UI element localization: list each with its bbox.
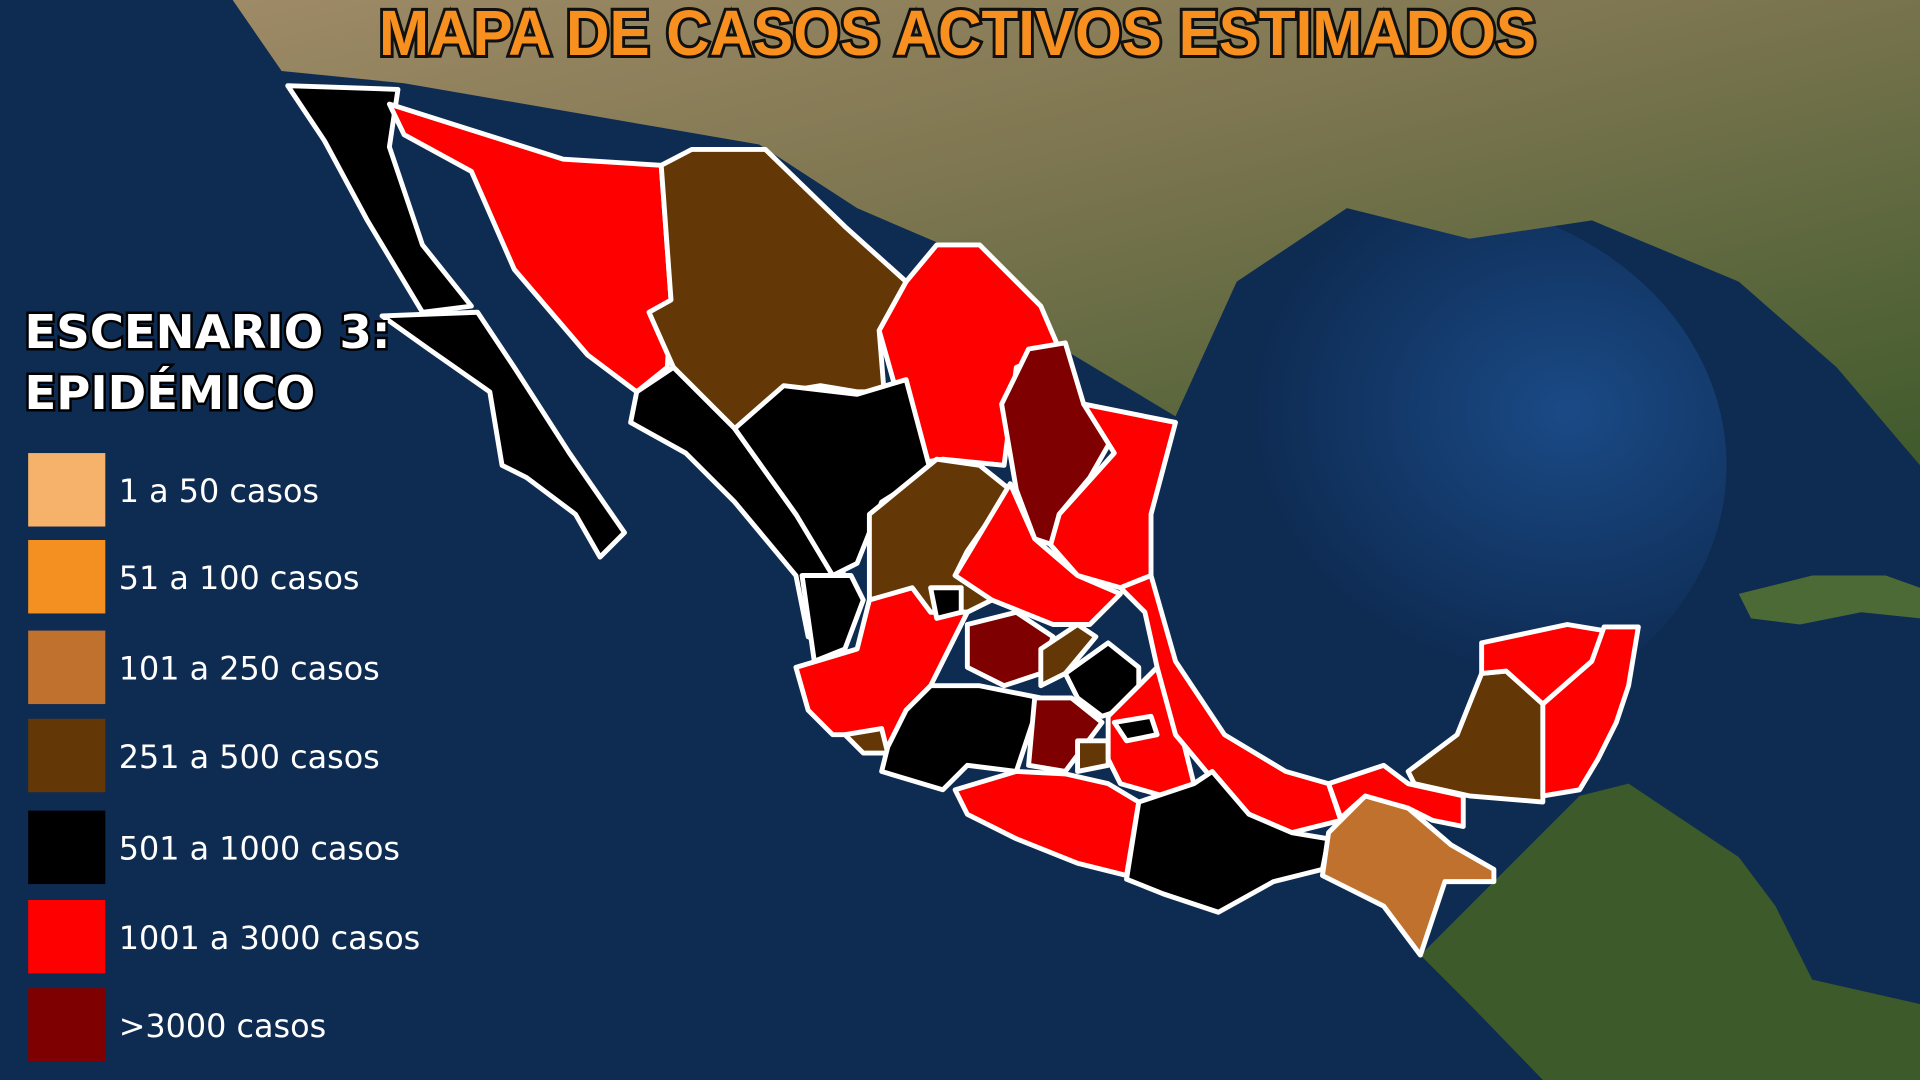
legend-swatch bbox=[28, 540, 106, 614]
state-ciudad-de-mexico bbox=[1075, 738, 1111, 774]
state-aguascalientes bbox=[928, 585, 964, 621]
legend-swatch bbox=[28, 900, 106, 974]
state-nayarit bbox=[799, 573, 866, 664]
north-america-land bbox=[0, 0, 1920, 466]
legend-label: 501 a 1000 casos bbox=[119, 830, 400, 868]
state-tabasco bbox=[1326, 762, 1466, 829]
legend-swatch bbox=[28, 718, 106, 793]
legend-label: 51 a 100 casos bbox=[119, 559, 360, 597]
scenario-line-2: EPIDÉMICO bbox=[24, 366, 315, 420]
legend-swatch bbox=[28, 810, 106, 885]
legend-swatch bbox=[28, 988, 106, 1062]
mexico-states bbox=[285, 83, 1641, 958]
legend-label: 251 a 500 casos bbox=[119, 738, 380, 776]
state-baja-california-sur bbox=[379, 309, 627, 560]
map-title: MAPA DE CASOS ACTIVOS ESTIMADOS bbox=[379, 0, 1536, 69]
legend: 1 a 50 casos 51 a 100 casos 101 a 250 caso… bbox=[28, 453, 420, 1062]
state-tamaulipas bbox=[1048, 401, 1178, 591]
legend-label: 1001 a 3000 casos bbox=[119, 919, 421, 957]
legend-label: 1 a 50 casos bbox=[119, 472, 319, 510]
cuba-island bbox=[1738, 575, 1920, 625]
state-queretaro bbox=[1038, 622, 1099, 689]
gulf-of-mexico bbox=[1089, 195, 1727, 735]
state-jalisco bbox=[793, 585, 970, 750]
scenario-line-1: ESCENARIO 3: bbox=[24, 305, 390, 359]
legend-label: >3000 casos bbox=[119, 1007, 326, 1045]
legend-swatch bbox=[28, 630, 106, 705]
state-veracruz bbox=[1117, 573, 1344, 836]
central-america-land bbox=[1420, 783, 1920, 1080]
legend-label: 101 a 250 casos bbox=[119, 650, 380, 688]
state-quintana-roo bbox=[1540, 624, 1641, 799]
legend-swatch bbox=[28, 453, 106, 527]
state-san-luis-potosi bbox=[952, 481, 1123, 627]
state-tlaxcala bbox=[1111, 713, 1160, 744]
